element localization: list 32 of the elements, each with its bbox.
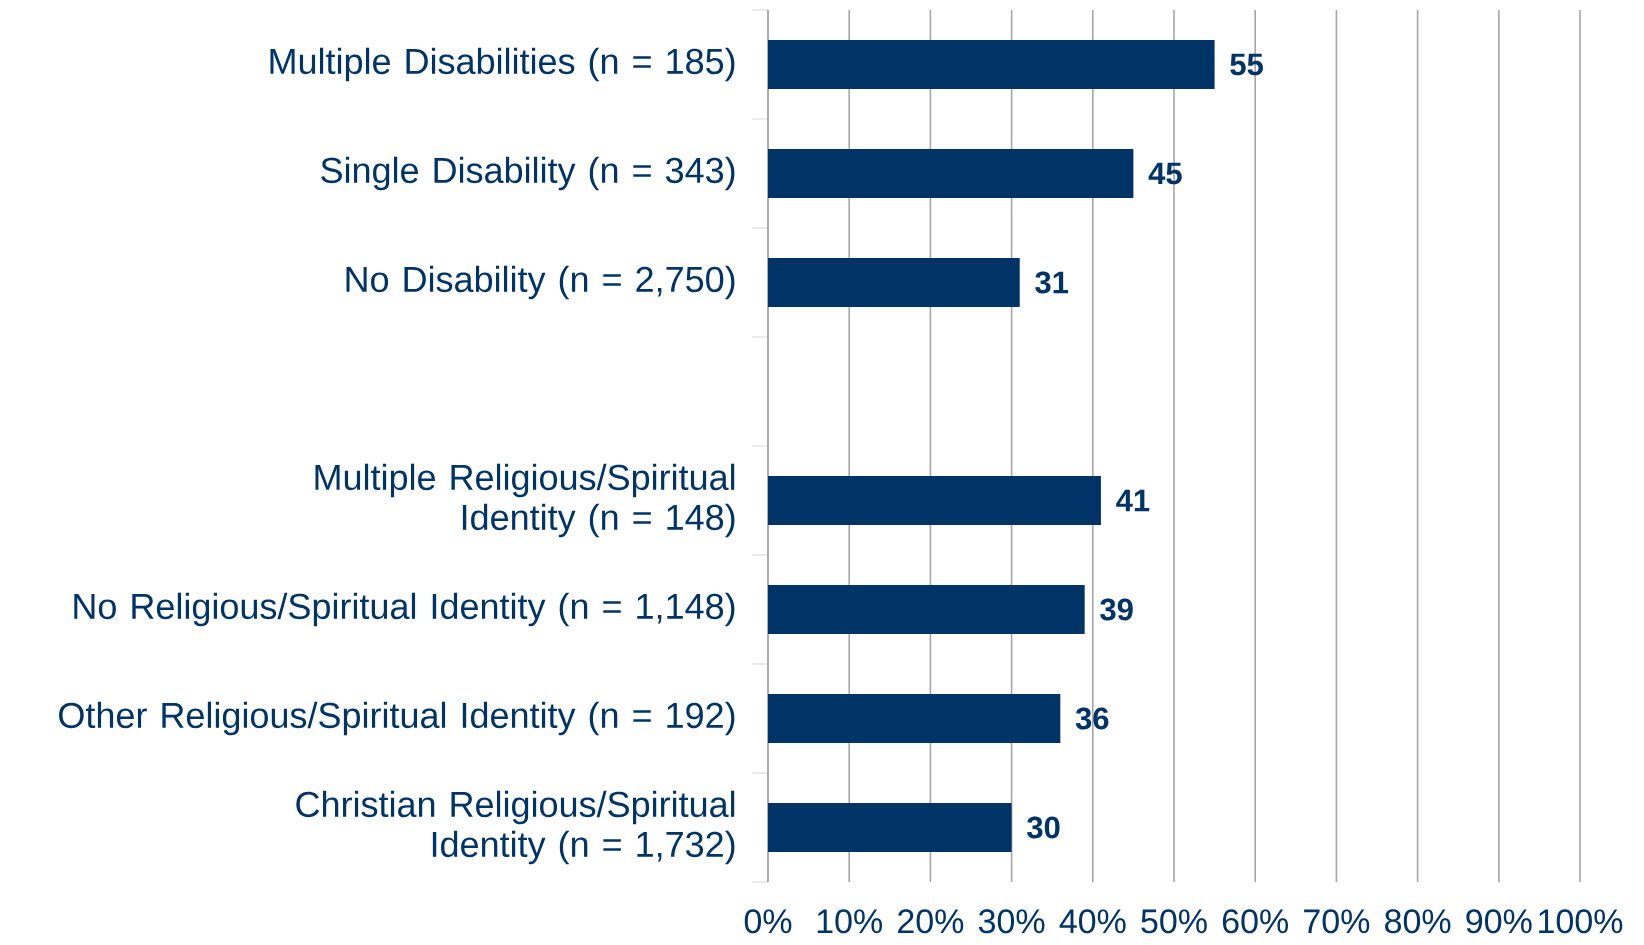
y-tick-label: Single Disability (n = 343): [321, 156, 735, 191]
data-label: 36: [1075, 707, 1109, 730]
bar: [768, 475, 1101, 526]
y-tick-label: Multiple Religious/Spiritual Identity (n = 148): [315, 463, 735, 538]
data-label: 41: [1116, 489, 1150, 512]
data-label: 31: [1035, 271, 1069, 294]
data-label: 45: [1148, 162, 1182, 185]
x-tick-label: 80%: [1385, 909, 1451, 934]
data-label: 55: [1230, 53, 1263, 76]
x-tick-label: 20%: [898, 909, 964, 934]
x-tick-label: 100%: [1539, 909, 1623, 934]
y-tick-label: Multiple Disabilities (n = 185): [270, 47, 735, 82]
y-tick-label: Christian Religious/Spiritual Identity (n = 1,732): [296, 790, 735, 865]
x-tick-label: 60%: [1222, 909, 1288, 934]
bar: [768, 802, 1012, 853]
x-tick-label: 10%: [817, 909, 882, 934]
y-tick-label: No Disability (n = 2,750): [346, 265, 735, 300]
bar: [768, 693, 1061, 744]
y-tick-label: Other Religious/Spiritual Identity (n = 192): [59, 701, 735, 736]
bar: [768, 257, 1020, 308]
x-tick-label: 40%: [1059, 909, 1126, 934]
bar: [768, 584, 1085, 635]
y-tick-label: No Religious/Spiritual Identity (n = 1,148): [74, 592, 735, 627]
x-tick-label: 90%: [1466, 909, 1532, 934]
x-tick-label: 70%: [1304, 909, 1370, 934]
data-label: 30: [1027, 816, 1060, 839]
bar: [768, 148, 1134, 199]
x-tick-label: 30%: [978, 909, 1045, 934]
data-label: 39: [1100, 598, 1133, 621]
x-tick-label: 50%: [1141, 909, 1207, 934]
x-tick-label: 0%: [744, 909, 792, 934]
bar: [768, 39, 1215, 90]
